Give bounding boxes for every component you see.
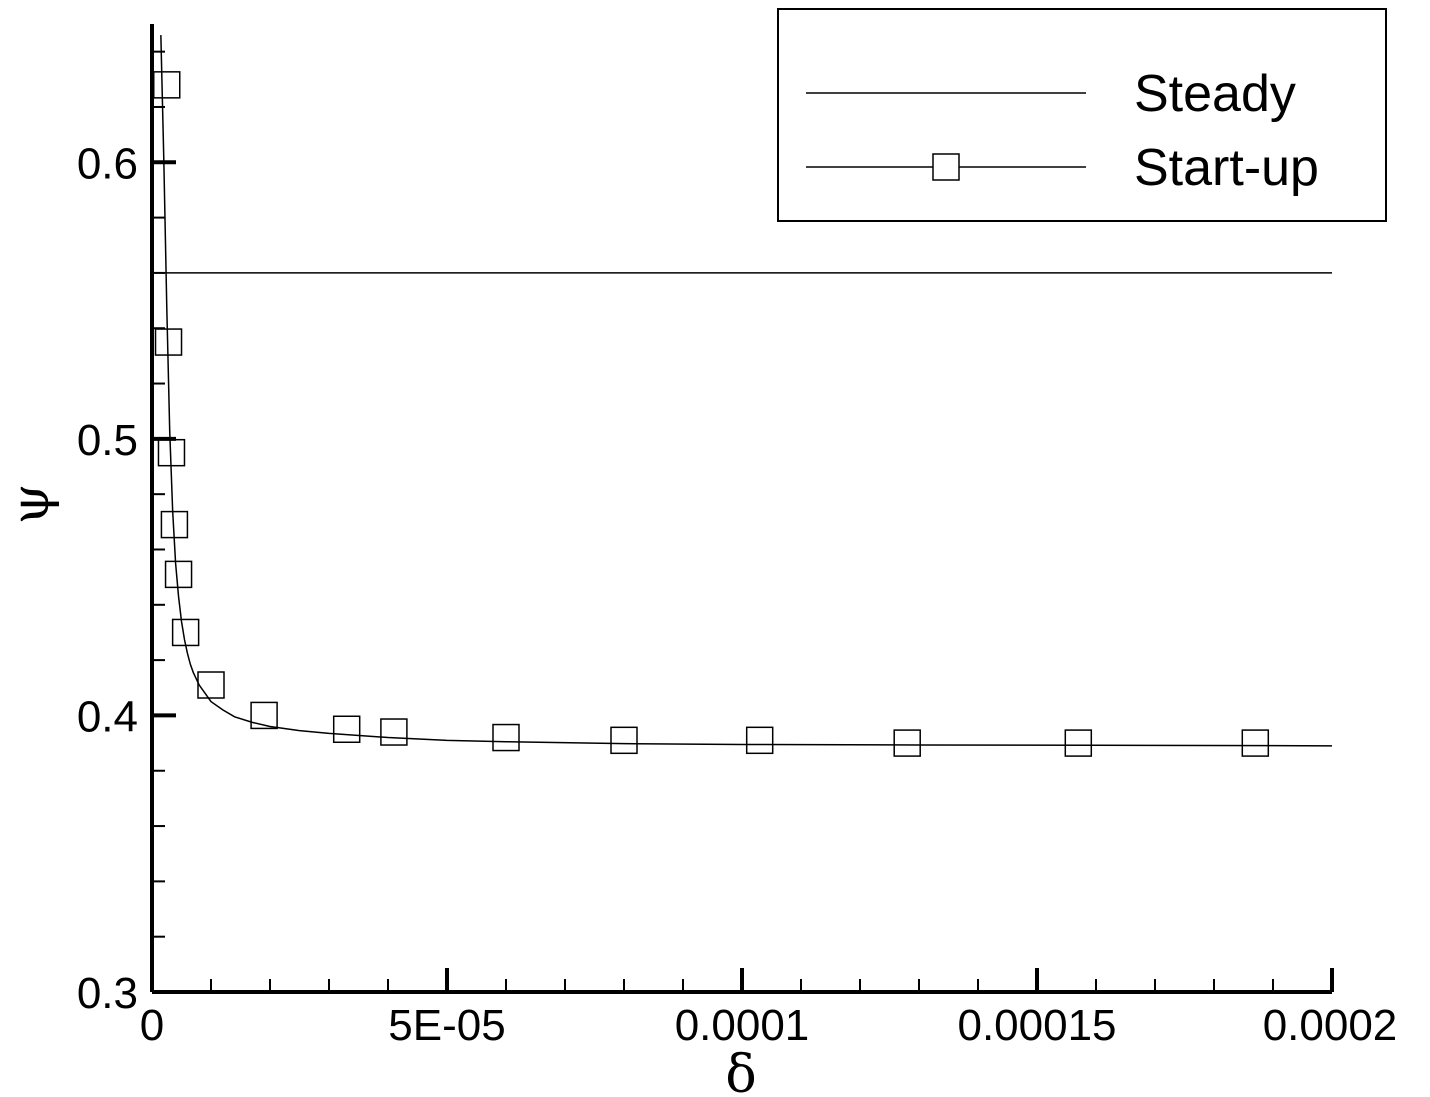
y-tick-label: 0.5 — [77, 416, 138, 465]
startup-data-point — [380, 718, 408, 746]
legend-box — [777, 8, 1387, 222]
y-axis-label: ψ — [1, 484, 61, 525]
legend-startup-marker — [932, 153, 960, 181]
y-tick-label: 0.6 — [77, 139, 138, 188]
legend-label-startup: Start-up — [1134, 139, 1319, 197]
startup-data-point — [250, 701, 278, 730]
startup-data-point — [610, 726, 638, 755]
startup-data-point — [1241, 729, 1270, 757]
x-tick-label: 0 — [140, 1001, 164, 1050]
startup-data-point — [160, 510, 189, 539]
startup-data-point — [745, 726, 774, 755]
startup-data-point — [332, 715, 361, 744]
startup-data-point — [893, 729, 921, 757]
startup-data-point — [1064, 729, 1093, 757]
y-tick-label: 0.3 — [77, 969, 138, 1018]
startup-data-point — [492, 723, 520, 752]
x-tick-label: 5E-05 — [388, 1001, 505, 1050]
x-tick-label: 0.0002 — [1263, 1001, 1398, 1050]
startup-series-line — [160, 35, 1333, 747]
startup-data-point — [164, 560, 193, 589]
series-layer — [153, 35, 1333, 757]
startup-data-point — [153, 71, 181, 99]
startup-data-point — [154, 328, 183, 356]
y-tick-label: 0.4 — [77, 692, 138, 741]
startup-data-point — [171, 618, 200, 647]
x-tick-label: 0.00015 — [957, 1001, 1116, 1050]
legend: Steady Start-up — [777, 8, 1387, 222]
legend-label-steady: Steady — [1134, 65, 1296, 123]
startup-data-point — [197, 671, 225, 699]
axes: 0.3 0.4 0.5 0.6 0 5E-05 0.0001 0.00015 0.0002 — [77, 24, 1397, 1050]
x-axis-label: δ — [725, 1045, 756, 1097]
x-tick-label: 0.0001 — [675, 1001, 810, 1050]
